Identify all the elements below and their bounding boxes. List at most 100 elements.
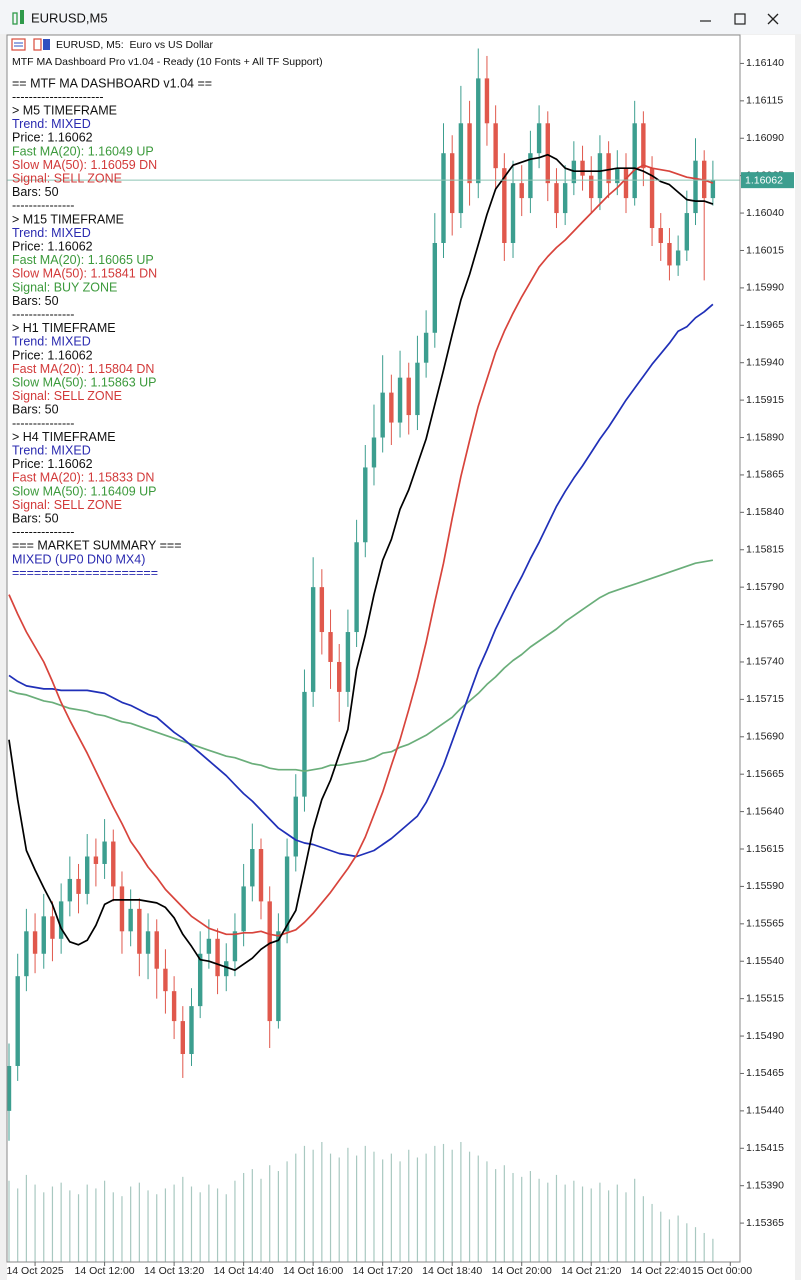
y-tick-label: 1.15590 (746, 880, 784, 892)
candle-body (484, 78, 490, 124)
candle-body (667, 242, 672, 266)
dashboard-line: Slow MA(50): 1.15863 UP (12, 375, 157, 389)
chart-background (7, 35, 795, 1280)
x-tick-label: 14 Oct 16:00 (283, 1265, 343, 1277)
dashboard-line: Bars: 50 (12, 511, 59, 525)
dashboard-line: Trend: MIXED (12, 335, 91, 349)
y-tick-label: 1.15515 (746, 992, 784, 1004)
candle-body (7, 1065, 12, 1111)
y-tick-label: 1.16090 (746, 132, 784, 144)
y-tick-label: 1.15790 (746, 581, 784, 593)
dashboard-line: Slow MA(50): 1.15841 DN (12, 267, 157, 281)
symbol-line: EURUSD, M5: Euro vs US Dollar (56, 39, 213, 51)
candle-body (371, 437, 377, 468)
dashboard-line: > H1 TIMEFRAME (12, 321, 116, 335)
candle-body (623, 168, 629, 199)
candle-body (76, 878, 81, 894)
x-tick-label: 14 Oct 21:20 (561, 1265, 621, 1277)
x-tick-label: 14 Oct 20:00 (492, 1265, 552, 1277)
dashboard-line: > M5 TIMEFRAME (12, 103, 117, 117)
candle-body (423, 332, 429, 363)
y-tick-label: 1.16115 (746, 95, 783, 107)
y-tick-label: 1.15540 (746, 955, 784, 967)
window-icon (12, 10, 24, 25)
candle-body (154, 931, 159, 969)
y-tick-label: 1.15440 (746, 1105, 784, 1117)
candle-body (171, 991, 177, 1022)
dashboard-line: Price: 1.16062 (12, 131, 93, 145)
candle-body (710, 180, 716, 199)
candle-body (258, 849, 264, 902)
candle-body (302, 691, 307, 797)
dashboard-line: Signal: BUY ZONE (12, 280, 117, 294)
x-tick-label: 14 Oct 14:40 (214, 1265, 274, 1277)
dashboard-line: --------------- (12, 307, 74, 321)
x-tick-label: 14 Oct 17:20 (353, 1265, 413, 1277)
moving-average-line (8, 559, 714, 773)
candle-body (554, 183, 559, 214)
candle-body (215, 938, 220, 977)
x-tick-label: 15 Oct 00:00 (692, 1265, 752, 1277)
y-tick-label: 1.15615 (746, 843, 784, 855)
dashboard-line: Trend: MIXED (12, 226, 91, 240)
candle-body (24, 931, 29, 977)
dashboard-line: > H4 TIMEFRAME (12, 430, 116, 444)
dashboard-line: Slow MA(50): 1.16059 DN (12, 158, 157, 172)
candle-body (293, 796, 298, 857)
maximize-button[interactable] (734, 13, 746, 25)
dashboard-line: Fast MA(20): 1.15804 DN (12, 362, 154, 376)
dashboard-line: Slow MA(50): 1.16409 UP (12, 484, 157, 498)
candle-body (67, 878, 73, 902)
candle-body (389, 392, 394, 423)
candle-body (276, 931, 281, 1022)
candle-body (406, 377, 411, 416)
dashboard-line: ==================== (12, 566, 158, 580)
candle-body (206, 938, 212, 954)
y-tick-label: 1.15890 (746, 431, 784, 443)
candle-body (415, 362, 420, 416)
x-tick-label: 14 Oct 22:40 (631, 1265, 691, 1277)
last-price-label: 1.16062 (745, 174, 783, 186)
candle-body (528, 153, 533, 199)
close-button[interactable] (767, 13, 779, 25)
candle-body (232, 931, 238, 962)
candle-body (189, 1006, 194, 1055)
dashboard-line: Bars: 50 (12, 403, 59, 417)
candle-body (536, 123, 542, 154)
candle-body (310, 587, 316, 692)
candle-body (641, 123, 646, 169)
y-tick-label: 1.15365 (746, 1217, 784, 1229)
y-tick-label: 1.15715 (746, 693, 784, 705)
y-tick-label: 1.15990 (746, 282, 784, 294)
plot-area (7, 48, 740, 1262)
candle-body (441, 153, 446, 243)
y-tick-label: 1.15840 (746, 506, 784, 518)
candle-body (32, 931, 38, 954)
candle-body (163, 968, 168, 992)
candle-body (58, 901, 64, 939)
y-tick-label: 1.15690 (746, 731, 784, 743)
x-tick-label: 14 Oct 2025 (6, 1265, 63, 1277)
dashboard-line: --------------- (12, 525, 74, 539)
y-tick-label: 1.16015 (746, 244, 784, 256)
candle-body (580, 160, 585, 176)
dashboard-line: Price: 1.16062 (12, 457, 93, 471)
plot-border (6, 34, 741, 1263)
candle-body (363, 467, 368, 543)
candle-body (119, 886, 125, 932)
dashboard-line: Price: 1.16062 (12, 348, 93, 362)
candle-body (345, 632, 351, 692)
y-tick-label: 1.16040 (746, 207, 784, 219)
candle-body (354, 542, 359, 633)
candle-body (449, 153, 455, 214)
candle-body (658, 228, 663, 243)
candle-body (397, 377, 403, 423)
candle-body (597, 153, 603, 199)
dashboard-line: > M15 TIMEFRAME (12, 212, 124, 226)
x-tick-label: 14 Oct 13:20 (144, 1265, 204, 1277)
candle-body (102, 841, 107, 864)
candle-body (675, 250, 681, 266)
candle-body (606, 153, 611, 184)
candle-body (649, 168, 655, 229)
